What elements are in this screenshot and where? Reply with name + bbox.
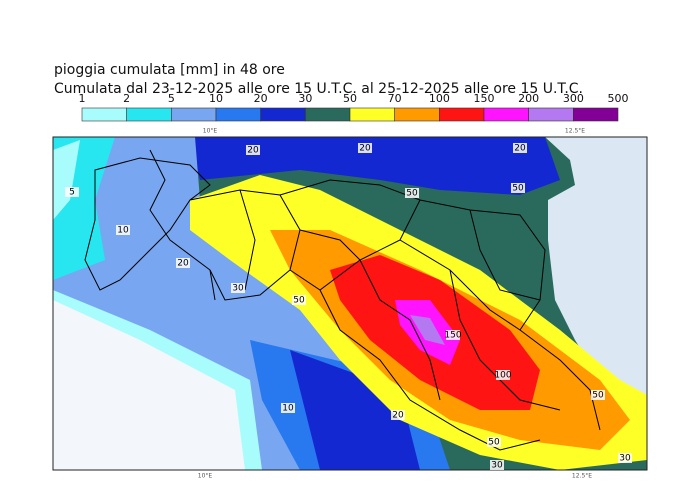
contour-label: 50 bbox=[488, 438, 500, 448]
contour-label-bg bbox=[513, 143, 527, 153]
legend-swatch bbox=[528, 107, 574, 122]
map-frame bbox=[52, 136, 648, 471]
legend-swatch bbox=[349, 107, 395, 122]
contour-labels: 20 20 20 50 50 5 10 20 30 50 10 20 150 100 50 30 30 50 bbox=[65, 143, 632, 471]
legend-label: 150 bbox=[474, 92, 495, 105]
contour-label-bg bbox=[65, 187, 79, 197]
legend-label: 1 bbox=[79, 92, 86, 105]
contour-label-bg bbox=[618, 453, 632, 463]
contour-label: 20 bbox=[514, 144, 526, 154]
lon-label: 10°E bbox=[203, 128, 218, 135]
legend-swatch bbox=[81, 107, 127, 122]
contour-label: 50 bbox=[592, 391, 604, 401]
contour-label-bg bbox=[496, 370, 510, 380]
contour-label: 100 bbox=[494, 371, 511, 381]
legend-label: 70 bbox=[388, 92, 402, 105]
legend-swatch bbox=[171, 107, 217, 122]
subtitle: Cumulata dal 23-12-2025 alle ore 15 U.T.… bbox=[54, 81, 583, 97]
contour-label: 10 bbox=[117, 226, 129, 236]
map bbox=[53, 137, 647, 470]
legend-swatch bbox=[260, 107, 306, 122]
legend-swatch bbox=[483, 107, 529, 122]
sea bbox=[545, 137, 647, 400]
contour-label-bg bbox=[511, 183, 525, 193]
contour-label: 10 bbox=[282, 404, 294, 414]
legend-swatch bbox=[394, 107, 440, 122]
legend-swatch bbox=[215, 107, 261, 122]
contour-label: 20 bbox=[359, 144, 371, 154]
contour-label-bg bbox=[231, 283, 245, 293]
legend-swatch bbox=[573, 107, 619, 122]
contour-label-bg bbox=[391, 410, 405, 420]
contour-label-bg bbox=[591, 390, 605, 400]
contour-label: 30 bbox=[619, 454, 631, 464]
contour-label: 50 bbox=[406, 189, 418, 199]
contour-label: 50 bbox=[293, 296, 305, 306]
contour-label-bg bbox=[292, 295, 306, 305]
legend-swatch bbox=[305, 107, 351, 122]
legend-label: 100 bbox=[429, 92, 450, 105]
contour-label-bg bbox=[176, 258, 190, 268]
province-borders bbox=[84, 149, 601, 451]
contour-label-bg bbox=[490, 460, 504, 470]
lon-label: 12.5°E bbox=[572, 473, 592, 480]
contour-label: 20 bbox=[177, 259, 189, 269]
legend-label: 5 bbox=[168, 92, 175, 105]
contour-label-bg bbox=[405, 188, 419, 198]
legend-swatch bbox=[439, 107, 485, 122]
lon-label: 12.5°E bbox=[565, 128, 585, 135]
contour-label-bg bbox=[446, 330, 460, 340]
legend-swatch bbox=[126, 107, 172, 122]
contour-label: 150 bbox=[444, 331, 461, 341]
lon-label: 10°E bbox=[198, 473, 213, 480]
legend-label: 50 bbox=[343, 92, 357, 105]
contour-label: 5 bbox=[69, 188, 75, 198]
legend-label: 300 bbox=[563, 92, 584, 105]
legend-label: 200 bbox=[518, 92, 539, 105]
title: pioggia cumulata [mm] in 48 ore bbox=[54, 62, 285, 78]
rain-area bbox=[53, 140, 80, 220]
contour-label: 20 bbox=[247, 146, 259, 156]
legend-label: 2 bbox=[123, 92, 130, 105]
legend-label: 20 bbox=[254, 92, 268, 105]
contour-label: 20 bbox=[392, 411, 404, 421]
rain-area bbox=[410, 315, 445, 345]
contour-label-bg bbox=[281, 403, 295, 413]
legend-label: 500 bbox=[608, 92, 629, 105]
contour-label: 50 bbox=[512, 184, 524, 194]
legend-label: 10 bbox=[209, 92, 223, 105]
contour-label-bg bbox=[246, 145, 260, 155]
rain-area bbox=[53, 300, 245, 470]
contour-label-bg bbox=[116, 225, 130, 235]
colorbar: 1 2 5 10 20 30 50 70 100 150 200 300 500 bbox=[79, 92, 629, 122]
rain-area bbox=[190, 137, 560, 195]
contour-label: 30 bbox=[491, 461, 503, 471]
contour-label: 30 bbox=[232, 284, 244, 294]
contour-label-bg bbox=[358, 143, 372, 153]
legend-label: 30 bbox=[298, 92, 312, 105]
rain-area bbox=[290, 350, 420, 470]
contour-label-bg bbox=[487, 437, 501, 447]
